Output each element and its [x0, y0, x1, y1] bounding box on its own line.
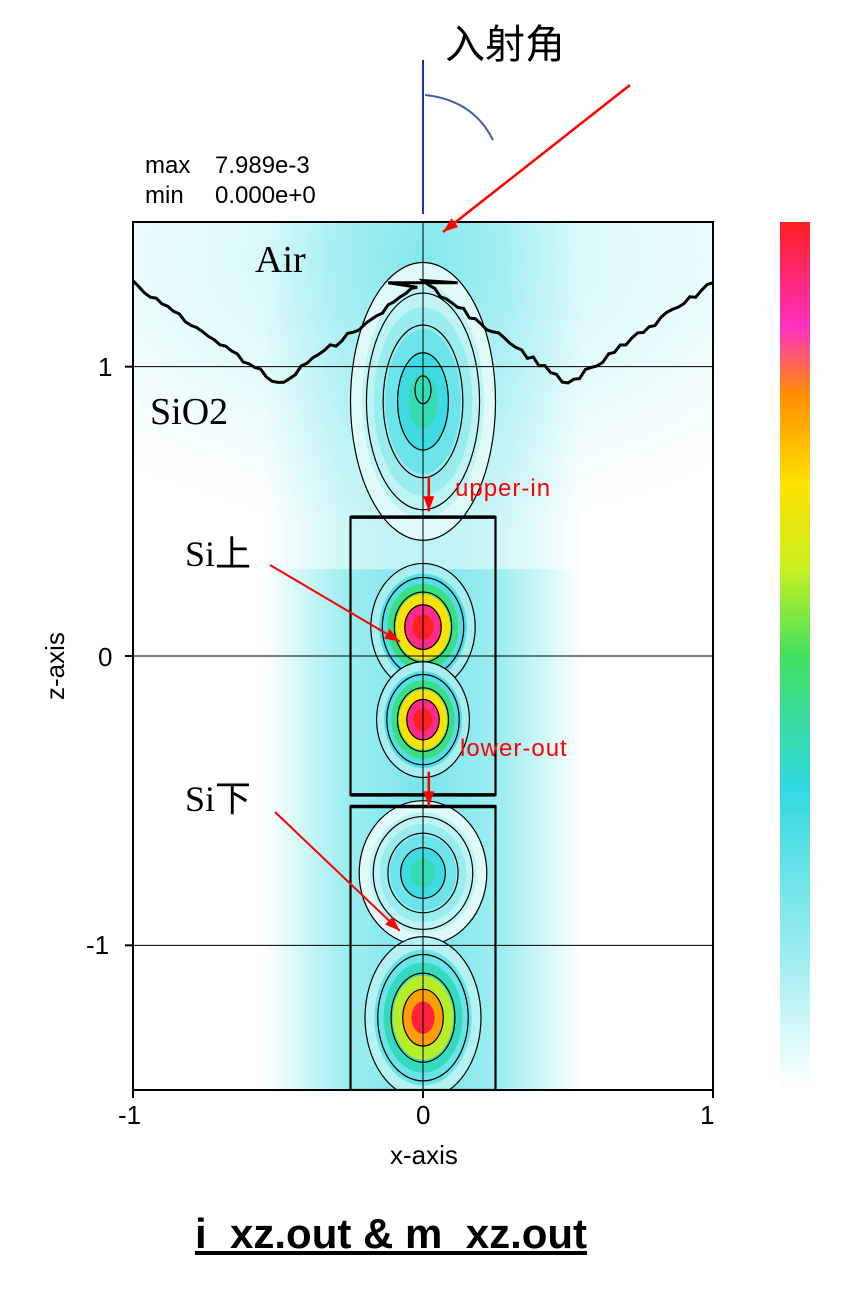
x-axis-label: x-axis: [390, 1140, 458, 1171]
xtick-m1: -1: [118, 1100, 141, 1131]
xtick-0: 0: [416, 1100, 430, 1131]
upper-in-label: upper-in: [455, 475, 551, 503]
ztick-0: 0: [98, 642, 112, 673]
ztick-m1: -1: [86, 930, 109, 961]
si-upper-label: Si上: [185, 525, 251, 577]
bottom-title: i_xz.out & m_xz.out: [195, 1210, 587, 1258]
lower-out-label: lower-out: [460, 735, 568, 763]
air-label: Air: [255, 238, 306, 282]
z-axis-label: z-axis: [40, 632, 71, 700]
sio2-label: SiO2: [150, 390, 228, 434]
ztick-p1: 1: [98, 352, 112, 383]
xtick-p1: 1: [700, 1100, 714, 1131]
colorbar: [780, 222, 810, 1090]
si-lower-label: Si下: [185, 770, 251, 822]
